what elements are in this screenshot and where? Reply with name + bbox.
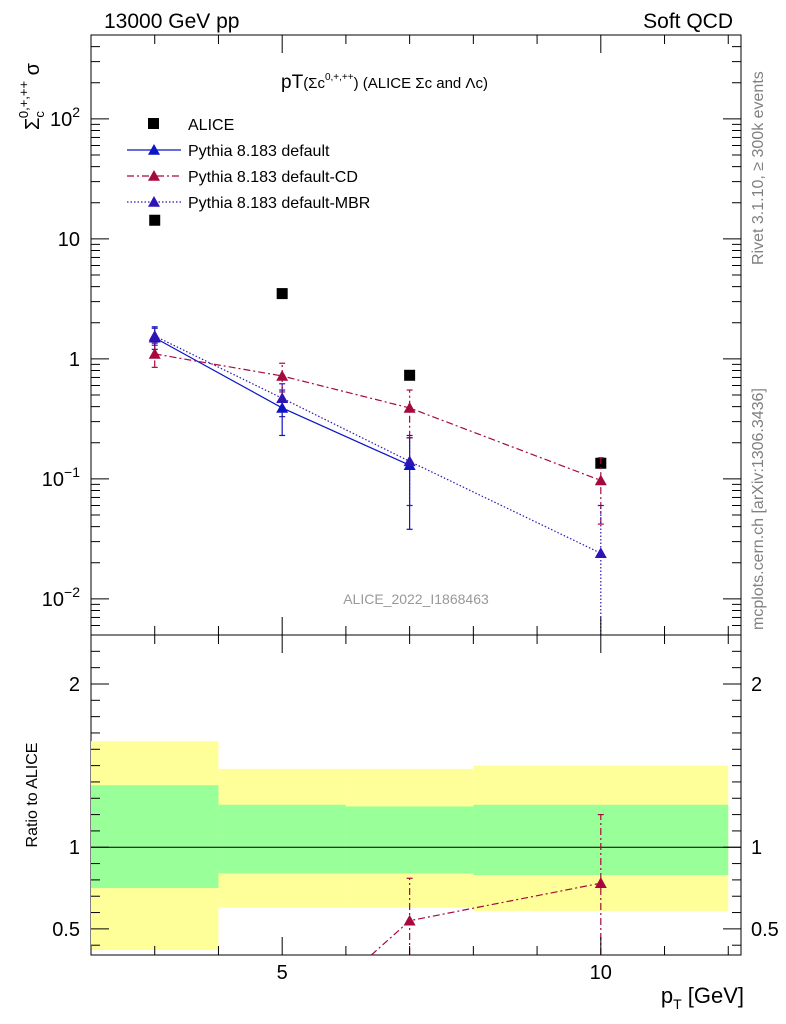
x-axis-label-sub: T <box>673 996 682 1012</box>
y-tick-label-exp: 2 <box>72 104 80 120</box>
ratio-band-green <box>91 785 219 889</box>
data-point-series-1 <box>276 401 289 413</box>
ratio-tick-label-left: 0.5 <box>52 919 80 941</box>
plot-title-rest: (ALICE Σc and Λc) <box>359 75 488 92</box>
ratio-tick-label-right: 1 <box>751 837 762 859</box>
ratio-band-green <box>218 804 346 874</box>
y-tick-label: 102 <box>50 104 80 131</box>
ratio-layer <box>91 741 741 956</box>
data-point-series-3 <box>594 547 607 559</box>
plot-title-open: (Σc <box>303 75 325 92</box>
y-tick-label-base: 10 <box>58 229 80 251</box>
data-point-alice <box>276 288 288 300</box>
watermark: ALICE_2022_I1868463 <box>343 591 489 607</box>
legend-label: Pythia 8.183 default-CD <box>188 169 358 186</box>
y-tick-label-exp: −1 <box>64 464 80 480</box>
mcplots-text: mcplots.cern.ch [arXiv:1306.3436] <box>750 388 767 630</box>
y-tick-label: 10 <box>58 229 80 251</box>
data-point-series-2 <box>594 474 607 486</box>
y-tick-label-exp: −2 <box>64 584 80 600</box>
legend-marker <box>148 196 160 207</box>
plot-title-close: ) <box>354 75 359 92</box>
data-point-series-2 <box>403 401 416 413</box>
x-tick-label: 10 <box>590 962 612 984</box>
y-tick-label-base: 10 <box>42 589 64 611</box>
y-axis-label-sub: c <box>32 111 47 118</box>
x-axis-label: pT [GeV] <box>661 983 744 1012</box>
ratio-y-axis-label: Ratio to ALICE <box>24 743 41 848</box>
y-axis-label-main: Σ <box>22 118 44 130</box>
data-point-series-2 <box>148 347 161 359</box>
y-tick-label: 10−1 <box>42 464 80 491</box>
y-tick-label-base: 10 <box>42 469 64 491</box>
series-line-3 <box>154 335 602 554</box>
ratio-tick-label-right: 2 <box>751 674 762 696</box>
data-point-series-3 <box>276 392 289 404</box>
header-left: 13000 GeV pp <box>104 10 239 33</box>
y-tick-label: 1 <box>69 349 80 371</box>
rivet-text: Rivet 3.1.10, ≥ 300k events <box>750 71 767 265</box>
legend-label: Pythia 8.183 default-MBR <box>188 195 370 212</box>
header-right: Soft QCD <box>643 10 733 33</box>
y-axis-label-tail: σ <box>22 62 44 81</box>
ratio-tick-label-right: 0.5 <box>751 919 779 941</box>
plot-title: pT(Σc0,+,++) (ALICE Σc and Λc) <box>281 72 488 93</box>
series-line-2 <box>154 353 602 482</box>
ratio-tick-label-left: 1 <box>69 837 80 859</box>
ratio-cd-point <box>403 914 416 926</box>
legend-marker-alice <box>148 118 159 129</box>
plot-title-prefix: pT <box>281 72 304 93</box>
data-point-alice <box>404 369 416 381</box>
y-tick-label-base: 1 <box>69 349 80 371</box>
legend-label: Pythia 8.183 default <box>188 143 330 160</box>
main-layer <box>148 214 607 635</box>
legend: ALICE Pythia 8.183 default Pythia 8.183 de… <box>127 117 370 212</box>
ratio-tick-label-left: 2 <box>69 674 80 696</box>
y-axis-label: Σc0,+,++ σ <box>16 62 47 130</box>
y-tick-label-base: 10 <box>50 109 72 131</box>
ratio-band-green <box>345 806 474 874</box>
data-point-series-3 <box>403 455 416 467</box>
y-tick-label: 10−2 <box>42 584 80 611</box>
x-tick-label: 5 <box>277 962 288 984</box>
legend-marker <box>148 170 160 181</box>
legend-marker <box>148 144 160 155</box>
data-point-series-3 <box>148 330 161 341</box>
data-point-alice <box>149 214 161 226</box>
legend-label: ALICE <box>188 117 234 134</box>
x-axis-label-main: p <box>661 983 673 1008</box>
y-axis-label-sup: 0,+,++ <box>16 81 31 118</box>
plot-title-sup: 0,+,++ <box>325 72 354 83</box>
ratio-cd-point <box>594 877 607 888</box>
data-point-series-2 <box>276 369 289 381</box>
x-axis-label-tail: [GeV] <box>682 983 744 1008</box>
